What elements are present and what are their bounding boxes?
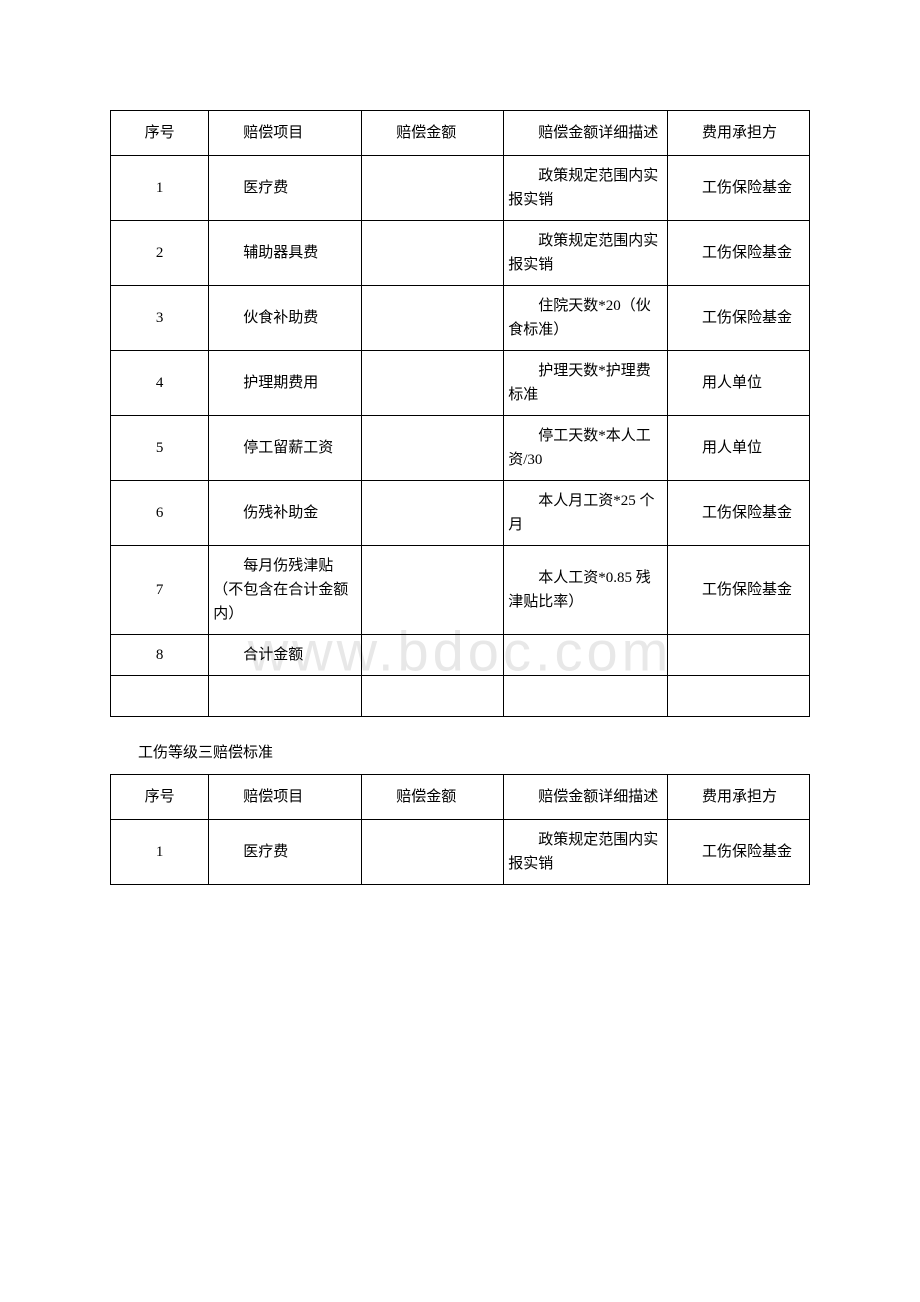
cell-payer: 工伤保险基金 bbox=[668, 820, 810, 885]
cell-desc: 政策规定范围内实报实销 bbox=[504, 820, 668, 885]
cell-empty bbox=[504, 676, 668, 717]
cell-desc: 政策规定范围内实报实销 bbox=[504, 221, 668, 286]
table-header-row: 序号 赔偿项目 赔偿金额 赔偿金额详细描述 费用承担方 bbox=[111, 775, 810, 820]
cell-desc: 政策规定范围内实报实销 bbox=[504, 156, 668, 221]
header-amount: 赔偿金额 bbox=[362, 111, 504, 156]
header-item: 赔偿项目 bbox=[209, 111, 362, 156]
header-payer: 费用承担方 bbox=[668, 775, 810, 820]
cell-payer: 工伤保险基金 bbox=[668, 546, 810, 635]
compensation-table-1: 序号 赔偿项目 赔偿金额 赔偿金额详细描述 费用承担方 1 医疗费 政策规定范围… bbox=[110, 110, 810, 717]
header-desc: 赔偿金额详细描述 bbox=[504, 775, 668, 820]
table-row: 7 每月伤残津贴（不包含在合计金额内） 本人工资*0.85 残津贴比率） 工伤保… bbox=[111, 546, 810, 635]
cell-num: 6 bbox=[111, 481, 209, 546]
cell-amount bbox=[362, 221, 504, 286]
cell-desc: 本人工资*0.85 残津贴比率） bbox=[504, 546, 668, 635]
header-item: 赔偿项目 bbox=[209, 775, 362, 820]
table-empty-row bbox=[111, 676, 810, 717]
cell-desc bbox=[504, 635, 668, 676]
cell-amount bbox=[362, 351, 504, 416]
header-desc: 赔偿金额详细描述 bbox=[504, 111, 668, 156]
table-header-row: 序号 赔偿项目 赔偿金额 赔偿金额详细描述 费用承担方 bbox=[111, 111, 810, 156]
cell-desc: 本人月工资*25 个月 bbox=[504, 481, 668, 546]
section-title: 工伤等级三赔偿标准 bbox=[138, 741, 810, 762]
cell-num: 5 bbox=[111, 416, 209, 481]
cell-amount bbox=[362, 286, 504, 351]
cell-amount bbox=[362, 820, 504, 885]
cell-num: 1 bbox=[111, 156, 209, 221]
cell-item: 护理期费用 bbox=[209, 351, 362, 416]
table-row: 6 伤残补助金 本人月工资*25 个月 工伤保险基金 bbox=[111, 481, 810, 546]
cell-desc: 护理天数*护理费标准 bbox=[504, 351, 668, 416]
cell-payer: 工伤保险基金 bbox=[668, 221, 810, 286]
cell-payer: 用人单位 bbox=[668, 351, 810, 416]
cell-payer: 用人单位 bbox=[668, 416, 810, 481]
cell-num: 2 bbox=[111, 221, 209, 286]
cell-item: 医疗费 bbox=[209, 156, 362, 221]
cell-desc: 停工天数*本人工资/30 bbox=[504, 416, 668, 481]
cell-payer: 工伤保险基金 bbox=[668, 156, 810, 221]
page-content: 序号 赔偿项目 赔偿金额 赔偿金额详细描述 费用承担方 1 医疗费 政策规定范围… bbox=[110, 110, 810, 885]
cell-amount bbox=[362, 156, 504, 221]
table-row: 8 合计金额 bbox=[111, 635, 810, 676]
header-num: 序号 bbox=[111, 111, 209, 156]
cell-empty bbox=[209, 676, 362, 717]
cell-item: 伙食补助费 bbox=[209, 286, 362, 351]
cell-desc: 住院天数*20（伙食标准） bbox=[504, 286, 668, 351]
cell-num: 8 bbox=[111, 635, 209, 676]
cell-amount bbox=[362, 546, 504, 635]
cell-item: 停工留薪工资 bbox=[209, 416, 362, 481]
cell-num: 4 bbox=[111, 351, 209, 416]
cell-item: 每月伤残津贴（不包含在合计金额内） bbox=[209, 546, 362, 635]
cell-num: 1 bbox=[111, 820, 209, 885]
cell-payer: 工伤保险基金 bbox=[668, 481, 810, 546]
table-row: 3 伙食补助费 住院天数*20（伙食标准） 工伤保险基金 bbox=[111, 286, 810, 351]
header-num: 序号 bbox=[111, 775, 209, 820]
cell-empty bbox=[362, 676, 504, 717]
cell-num: 7 bbox=[111, 546, 209, 635]
cell-item: 伤残补助金 bbox=[209, 481, 362, 546]
table-row: 2 辅助器具费 政策规定范围内实报实销 工伤保险基金 bbox=[111, 221, 810, 286]
header-payer: 费用承担方 bbox=[668, 111, 810, 156]
table-row: 4 护理期费用 护理天数*护理费标准 用人单位 bbox=[111, 351, 810, 416]
cell-amount bbox=[362, 416, 504, 481]
cell-num: 3 bbox=[111, 286, 209, 351]
cell-payer: 工伤保险基金 bbox=[668, 286, 810, 351]
cell-item: 合计金额 bbox=[209, 635, 362, 676]
cell-empty bbox=[668, 676, 810, 717]
table-row: 1 医疗费 政策规定范围内实报实销 工伤保险基金 bbox=[111, 156, 810, 221]
cell-item: 医疗费 bbox=[209, 820, 362, 885]
cell-empty bbox=[111, 676, 209, 717]
table-row: 1 医疗费 政策规定范围内实报实销 工伤保险基金 bbox=[111, 820, 810, 885]
cell-amount bbox=[362, 635, 504, 676]
cell-item: 辅助器具费 bbox=[209, 221, 362, 286]
header-amount: 赔偿金额 bbox=[362, 775, 504, 820]
cell-payer bbox=[668, 635, 810, 676]
table-row: 5 停工留薪工资 停工天数*本人工资/30 用人单位 bbox=[111, 416, 810, 481]
cell-amount bbox=[362, 481, 504, 546]
compensation-table-2: 序号 赔偿项目 赔偿金额 赔偿金额详细描述 费用承担方 1 医疗费 政策规定范围… bbox=[110, 774, 810, 885]
